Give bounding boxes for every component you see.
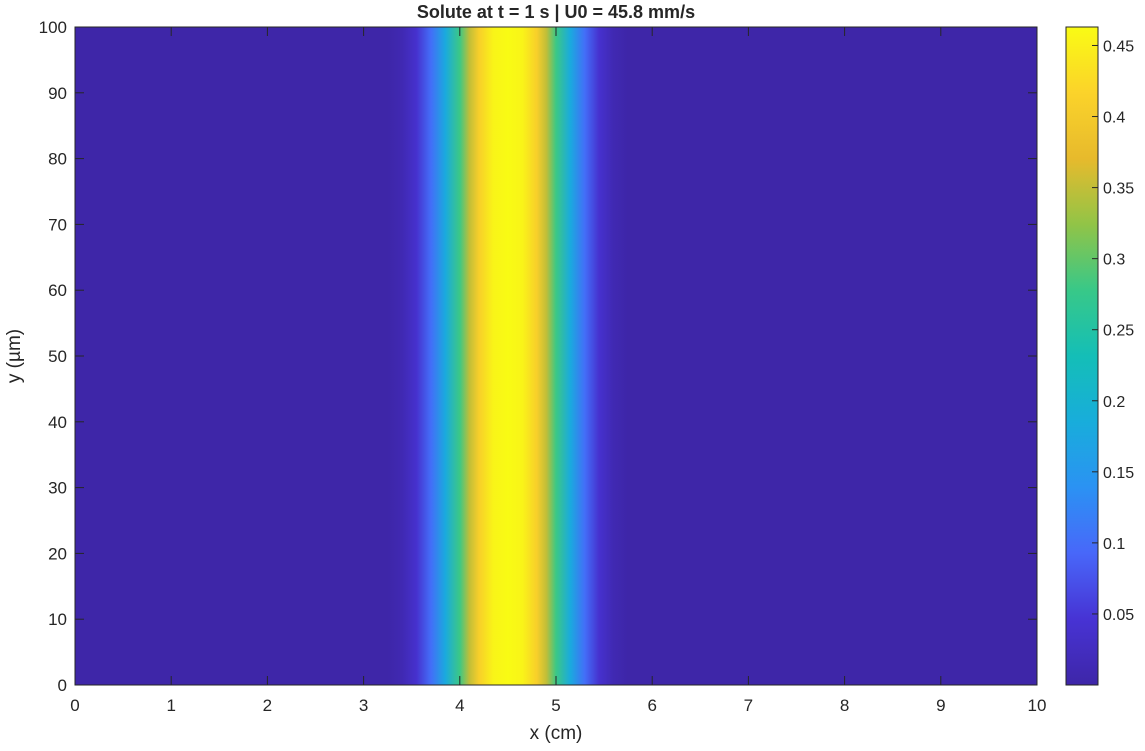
plot-area	[75, 27, 1037, 685]
x-tick-label: 3	[359, 696, 368, 715]
y-tick-label: 80	[48, 150, 67, 169]
colorbar-frame	[1065, 26, 1099, 686]
chart-title: Solute at t = 1 s | U0 = 45.8 mm/s	[417, 2, 695, 22]
colorbar-tick-label: 0.25	[1103, 323, 1134, 340]
colorbar-tick-label: 0.3	[1103, 252, 1125, 269]
y-tick-label: 20	[48, 544, 67, 563]
x-axis-label: x (cm)	[530, 723, 583, 744]
y-tick-label: 10	[48, 610, 67, 629]
x-tick-label: 5	[551, 696, 560, 715]
x-tick-label: 9	[936, 696, 945, 715]
y-tick-label: 40	[48, 413, 67, 432]
plot-frame	[74, 26, 1038, 686]
x-tick-label: 7	[744, 696, 753, 715]
y-tick-label: 50	[48, 347, 67, 366]
x-tick-label: 6	[647, 696, 656, 715]
x-tick-label: 2	[263, 696, 272, 715]
colorbar-tick-label: 0.2	[1103, 394, 1125, 411]
colorbar-tick-label: 0.4	[1103, 110, 1125, 127]
x-tick-label: 1	[166, 696, 175, 715]
colorbar-tick-label: 0.35	[1103, 181, 1134, 198]
colorbar-tick-label: 0.45	[1103, 38, 1134, 55]
x-tick-label: 0	[70, 696, 79, 715]
y-tick-label: 70	[48, 215, 67, 234]
x-axis-ticks: 0 1 2 3 4 5 6 7 8 9 10	[70, 27, 1046, 715]
y-tick-label: 60	[48, 281, 67, 300]
colorbar-ticks: 0.05 0.1 0.15 0.2 0.25 0.3 0.35 0.4 0.45	[1092, 38, 1134, 624]
y-axis-ticks: 0 10 20 30 40 50 60 70 80 90 100	[39, 18, 1037, 695]
x-tick-label: 10	[1028, 696, 1047, 715]
y-tick-label: 0	[58, 676, 67, 695]
y-tick-label: 90	[48, 84, 67, 103]
colorbar	[1066, 27, 1098, 685]
x-tick-label: 8	[840, 696, 849, 715]
x-tick-label: 4	[455, 696, 464, 715]
colorbar-tick-label: 0.05	[1103, 607, 1134, 624]
colorbar-tick-label: 0.1	[1103, 536, 1125, 553]
y-tick-label: 100	[39, 18, 67, 37]
colorbar-tick-label: 0.15	[1103, 465, 1134, 482]
y-tick-label: 30	[48, 479, 67, 498]
y-axis-label: y (µm)	[4, 329, 25, 383]
